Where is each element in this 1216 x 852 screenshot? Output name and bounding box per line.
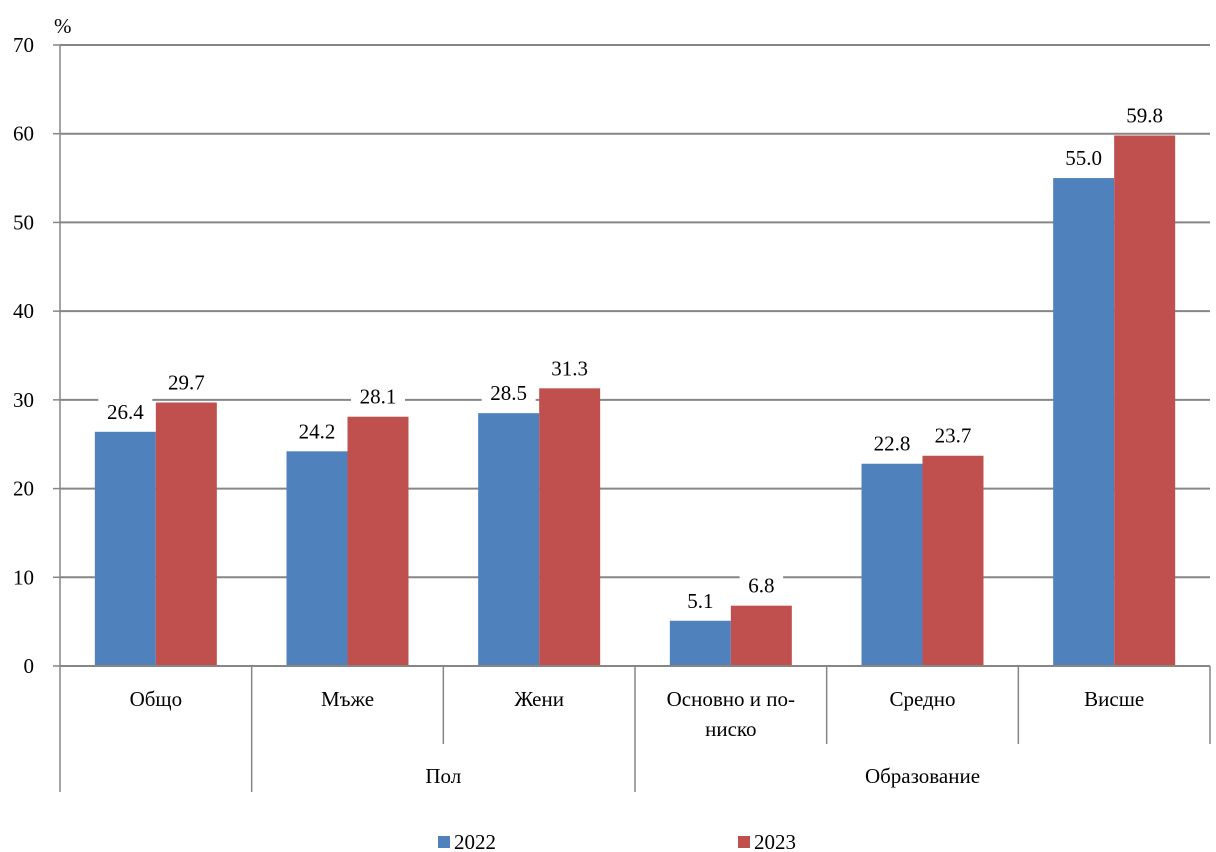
data-label-background [926,420,980,448]
data-label-background [351,381,405,409]
data-label: 59.8 [1126,103,1163,127]
data-label-background [1056,143,1111,171]
bar-2022 [286,451,348,666]
y-tick-label: 20 [13,477,34,501]
y-axis: % 0 10 20 30 40 50 60 70 [13,14,72,678]
bar-2022 [669,620,731,666]
data-label-background [542,353,597,381]
y-unit-label: % [54,14,72,38]
legend-label: 2022 [454,830,496,852]
data-label-background [98,396,153,424]
y-tick-label: 30 [13,388,34,412]
category-label: Средно [890,687,956,711]
data-label-background [290,416,344,444]
data-label: 28.5 [490,381,527,405]
bar-2022 [94,431,156,666]
category-label: Жени [514,687,564,711]
data-label: 31.3 [551,356,588,380]
y-tick-label: 70 [13,33,34,57]
bar-2023 [155,402,217,666]
bar-2023 [539,388,601,666]
data-label: 5.1 [687,589,713,613]
y-tick-label: 10 [13,565,34,589]
data-label-background [1117,100,1172,128]
data-label: 26.4 [107,400,144,424]
bars: 26.4 24.2 28.5 5.1 22.8 55.0 29.7 28.1 31.3 6.8 23… [94,100,1176,667]
y-tick-label: 0 [24,654,35,678]
y-tick-label: 50 [13,210,34,234]
data-label: 22.8 [874,432,911,456]
data-label: 24.2 [299,419,336,443]
bar-2022 [478,413,540,666]
y-tick-label: 60 [13,122,34,146]
group-label: Образование [865,764,980,788]
data-label: 29.7 [168,371,205,395]
data-label: 23.7 [935,424,972,448]
category-label: Основно и по- [667,687,795,711]
category-label: Висше [1084,687,1144,711]
legend-swatch-2022 [438,836,450,848]
bar-2023 [1114,135,1176,666]
data-label: 28.1 [360,385,397,409]
bar-2022 [1053,178,1115,667]
bar-2023 [347,416,409,666]
data-label-background [865,428,919,456]
category-label: Общо [130,687,183,711]
legend: 2022 2023 [438,830,796,852]
data-label: 55.0 [1065,146,1102,170]
data-label-background [481,378,536,406]
y-tick-label: 40 [13,299,34,323]
x-axis: Общо Мъже Жени Основно и по-ниско Средно Висш… [59,665,1211,792]
bar-2022 [861,463,923,666]
group-label: Пол [425,764,461,788]
data-label: 6.8 [748,574,774,598]
data-label-background [159,367,214,395]
bar-2023 [922,455,984,666]
data-label-background [739,570,784,598]
data-label-background [678,585,723,613]
legend-swatch-2023 [738,836,750,848]
bar-2023 [730,605,792,666]
legend-label: 2023 [754,830,796,852]
category-label: ниско [705,717,756,741]
category-label: Мъже [321,687,374,711]
gridlines [60,44,1210,579]
